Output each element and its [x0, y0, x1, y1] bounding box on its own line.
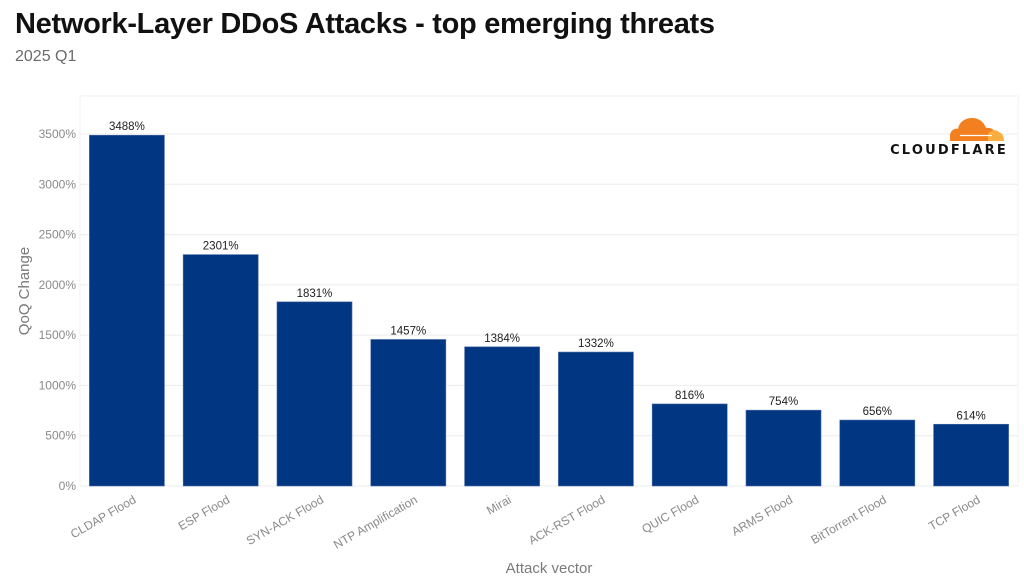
bar	[745, 409, 822, 487]
logo-wordmark: CLOUDFLARE	[890, 143, 1008, 158]
data-label: 754%	[769, 396, 798, 408]
x-tick-label: TCP Flood	[926, 492, 982, 533]
bars	[89, 134, 1009, 487]
y-tick-label: 3500%	[39, 127, 77, 141]
bar	[839, 419, 916, 487]
data-labels: 3488% 2301% 1831% 1457% 1384% 1332% 816% 754% 65…	[109, 121, 986, 422]
x-tick-label: Mirai	[484, 492, 514, 517]
y-tick-label: 3000%	[39, 177, 77, 191]
data-label: 1831%	[297, 288, 333, 300]
x-tick-label: BitTorrent Flood	[808, 492, 888, 546]
x-tick-label: QUIC Flood	[639, 492, 701, 536]
x-tick-label: NTP Amplification	[331, 492, 420, 551]
data-label: 2301%	[203, 241, 239, 253]
y-axis-ticks: 0% 500% 1000% 1500% 2000% 2500% 3000% 3500%	[39, 127, 77, 493]
y-tick-label: 2500%	[39, 228, 77, 242]
bar	[89, 134, 165, 487]
chart-title: Network-Layer DDoS Attacks - top emergin…	[15, 8, 715, 40]
bar	[558, 351, 634, 487]
cloud-icon	[950, 118, 1004, 141]
x-tick-label: ACK-RST Flood	[526, 492, 607, 547]
bar	[276, 301, 353, 487]
data-label: 656%	[863, 406, 892, 418]
data-label: 614%	[956, 410, 985, 422]
bar	[182, 254, 259, 487]
bar	[464, 346, 540, 487]
data-label: 816%	[675, 390, 704, 402]
bar	[933, 423, 1009, 487]
y-axis-title: QoQ Change	[16, 247, 33, 335]
bar	[651, 403, 728, 487]
chart-subtitle: 2025 Q1	[15, 48, 77, 65]
y-tick-label: 1500%	[39, 328, 77, 342]
bar	[370, 339, 447, 487]
x-tick-label: ESP Flood	[176, 492, 232, 533]
x-tick-label: SYN-ACK Flood	[244, 492, 326, 547]
x-axis-title: Attack vector	[506, 560, 593, 577]
data-label: 3488%	[109, 121, 145, 133]
x-axis-ticks: CLDAP Flood ESP Flood SYN-ACK Flood NTP Amp…	[68, 492, 983, 551]
y-tick-label: 0%	[59, 479, 77, 493]
cloudflare-logo: CLOUDFLARE	[886, 112, 1012, 160]
y-tick-label: 2000%	[39, 278, 77, 292]
data-label: 1457%	[390, 325, 426, 337]
y-tick-label: 1000%	[39, 378, 77, 392]
x-tick-label: CLDAP Flood	[68, 492, 138, 541]
data-label: 1384%	[484, 333, 520, 345]
x-tick-label: ARMS Flood	[729, 492, 795, 538]
y-tick-label: 500%	[45, 429, 76, 443]
data-label: 1332%	[578, 338, 614, 350]
